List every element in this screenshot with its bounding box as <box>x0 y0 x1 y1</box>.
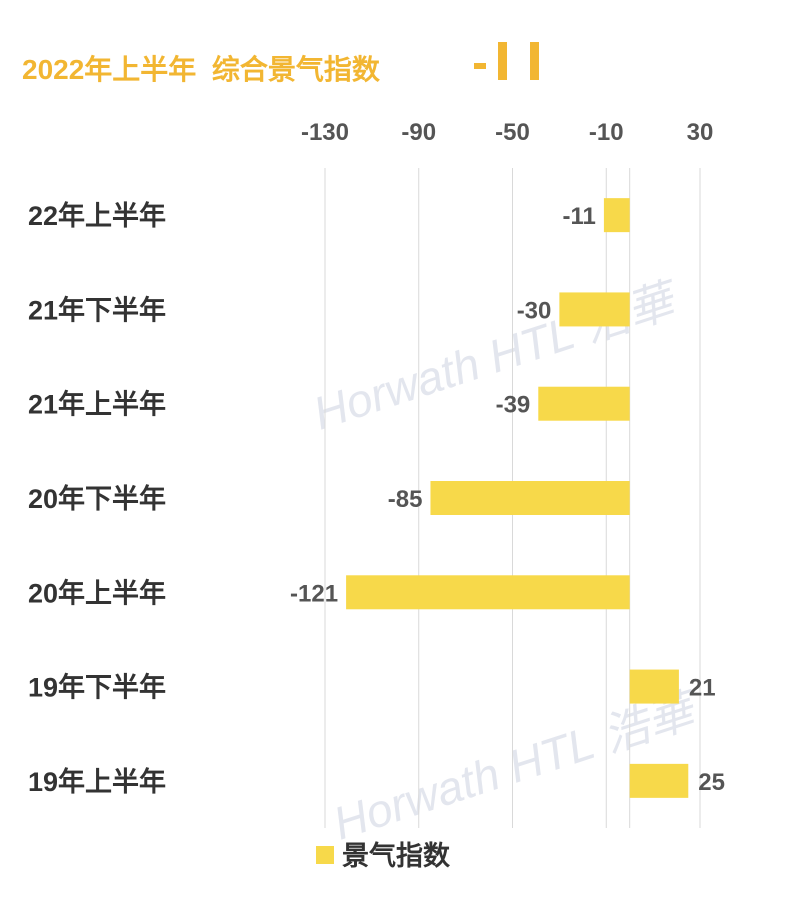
legend-swatch <box>316 846 334 864</box>
bar-4 <box>346 575 630 610</box>
category-label-6: 19年上半年 <box>28 766 166 797</box>
data-label-6: 25 <box>698 769 725 796</box>
x-tick-label-0: -130 <box>301 119 349 146</box>
category-label-0: 22年上半年 <box>28 200 166 231</box>
x-tick-labels: -130 -90 -50 -10 30 <box>301 119 713 146</box>
data-label-3: -85 <box>388 486 423 513</box>
data-labels: -11 -30 -39 -85 -121 21 25 <box>290 203 725 796</box>
title-bar-mark-1 <box>498 42 507 80</box>
category-label-3: 20年下半年 <box>28 483 166 514</box>
bars <box>346 198 689 798</box>
category-label-5: 19年下半年 <box>28 672 166 703</box>
category-label-4: 20年上半年 <box>28 577 166 608</box>
legend-label: 景气指数 <box>342 841 451 871</box>
x-tick-label-1: -90 <box>401 119 436 146</box>
data-label-1: -30 <box>517 297 552 324</box>
bar-3 <box>430 481 630 515</box>
category-label-1: 21年下半年 <box>28 294 166 325</box>
title-dash-mark <box>474 63 486 69</box>
title-bar-mark-2 <box>530 42 539 80</box>
bar-6 <box>629 763 689 798</box>
bar-1 <box>559 292 630 327</box>
data-label-4: -121 <box>290 580 338 607</box>
bar-2 <box>538 386 630 421</box>
bar-5 <box>629 669 679 704</box>
legend: 景气指数 <box>316 841 451 871</box>
data-label-5: 21 <box>689 675 716 702</box>
bar-0 <box>603 198 630 233</box>
data-label-0: -11 <box>563 203 596 230</box>
category-labels: 22年上半年 21年下半年 21年上半年 20年下半年 20年上半年 19年下半年 19年上… <box>28 200 166 797</box>
category-label-2: 21年上半年 <box>28 389 166 420</box>
data-label-2: -39 <box>496 392 531 419</box>
x-tick-label-2: -50 <box>495 119 530 146</box>
title-bars-icon <box>474 42 539 80</box>
chart-title: 2022年上半年 综合景气指数 <box>22 54 380 85</box>
x-tick-label-4: 30 <box>687 119 714 146</box>
x-tick-label-3: -10 <box>589 119 624 146</box>
